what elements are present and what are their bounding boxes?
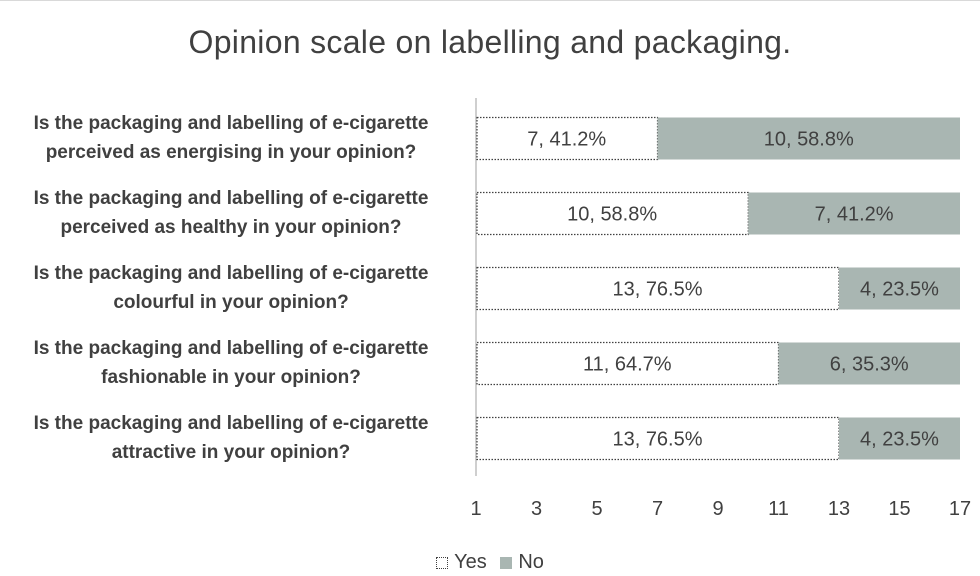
category-label-line: Is the packaging and labelling of e-ciga… xyxy=(33,262,429,284)
category-label: Is the packaging and labelling of e-ciga… xyxy=(0,109,462,167)
category-label-line: Is the packaging and labelling of e-ciga… xyxy=(33,412,429,434)
category-label-line: Is the packaging and labelling of e-ciga… xyxy=(33,112,429,134)
bar-no xyxy=(839,267,960,310)
x-tick-label: 11 xyxy=(768,498,789,520)
legend-item-yes: Yes xyxy=(436,551,487,574)
x-tick-label: 9 xyxy=(712,498,723,520)
top-border xyxy=(0,0,980,1)
bar-yes xyxy=(476,191,749,236)
category-label: Is the packaging and labelling of e-ciga… xyxy=(0,409,462,467)
data-label-no: 4, 23.5% xyxy=(860,279,939,301)
x-tick-label: 7 xyxy=(652,498,663,520)
legend-label-no: No xyxy=(518,551,544,573)
chart-title: Opinion scale on labelling and packaging… xyxy=(188,24,792,60)
x-tick-label: 3 xyxy=(531,498,542,520)
bar-no xyxy=(778,342,960,385)
data-label-yes: 10, 58.8% xyxy=(567,204,657,226)
category-label-line: perceived as energising in your opinion? xyxy=(45,141,417,163)
category-label-line: attractive in your opinion? xyxy=(111,441,351,463)
data-label-yes: 13, 76.5% xyxy=(612,279,702,301)
data-label-no: 7, 41.2% xyxy=(815,204,894,226)
category-label-line: Is the packaging and labelling of e-ciga… xyxy=(33,187,429,209)
category-label: Is the packaging and labelling of e-ciga… xyxy=(0,184,462,242)
x-tick-label: 17 xyxy=(949,498,971,520)
bar-yes xyxy=(476,266,840,311)
bar-no xyxy=(839,417,960,460)
data-label-no: 10, 58.8% xyxy=(764,129,854,151)
category-label-line: Is the packaging and labelling of e-ciga… xyxy=(33,337,429,359)
x-tick-label: 1 xyxy=(470,498,481,520)
data-label-no: 6, 35.3% xyxy=(830,354,909,376)
category-label-line: perceived as healthy in your opinion? xyxy=(60,216,402,238)
x-tick-label: 13 xyxy=(828,498,850,520)
legend: Yes No xyxy=(0,551,980,575)
bar-no xyxy=(657,117,960,160)
category-label: Is the packaging and labelling of e-ciga… xyxy=(0,334,462,392)
data-label-yes: 13, 76.5% xyxy=(612,429,702,451)
legend-item-no: No xyxy=(500,551,544,574)
x-tick-label: 15 xyxy=(888,498,910,520)
bar-yes xyxy=(476,341,780,386)
category-label-line: colourful in your opinion? xyxy=(113,291,349,313)
legend-swatch-yes xyxy=(436,556,449,569)
bar-yes xyxy=(476,416,840,461)
x-tick-label: 5 xyxy=(591,498,602,520)
legend-label-yes: Yes xyxy=(454,551,487,573)
category-label-line: fashionable in your opinion? xyxy=(101,366,361,388)
bar-no xyxy=(748,192,960,235)
category-label: Is the packaging and labelling of e-ciga… xyxy=(0,259,462,317)
data-label-no: 4, 23.5% xyxy=(860,429,939,451)
data-label-yes: 11, 64.7% xyxy=(583,354,672,376)
legend-swatch-no xyxy=(500,556,513,569)
data-label-yes: 7, 41.2% xyxy=(527,129,606,151)
